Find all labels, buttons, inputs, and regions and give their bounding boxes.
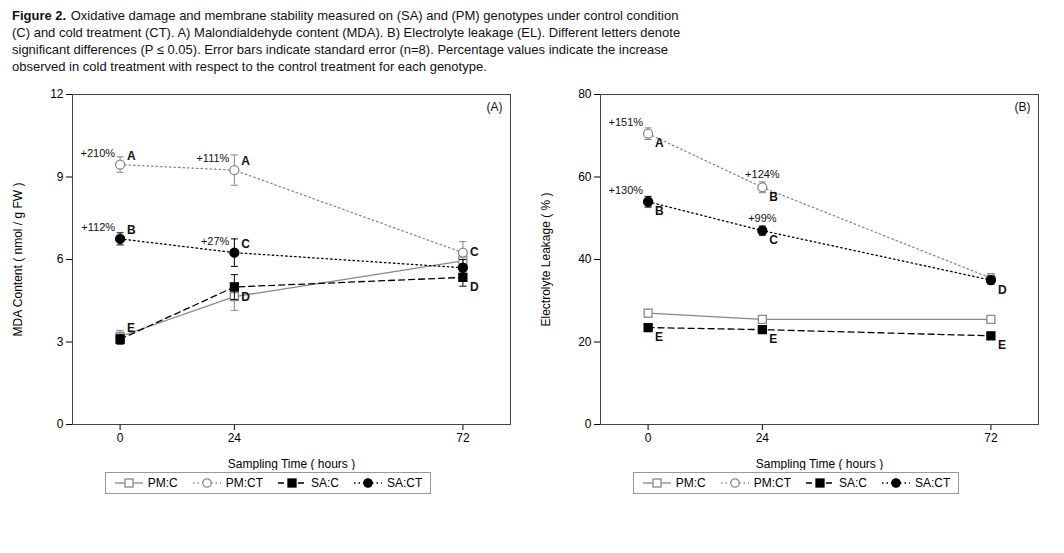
svg-text:MDA Content ( nmol / g FW ): MDA Content ( nmol / g FW ) (11, 182, 25, 336)
html-text:SA:CT: SA:CT (387, 475, 423, 490)
svg-text:A: A (241, 154, 250, 168)
svg-text:80: 80 (578, 87, 592, 101)
svg-text:9: 9 (57, 169, 64, 183)
svg-text:+27%: +27% (201, 234, 230, 246)
svg-text:60: 60 (578, 169, 592, 183)
html-text:PM:C: PM:C (147, 475, 178, 490)
svg-text:20: 20 (578, 334, 592, 348)
svg-text:40: 40 (578, 252, 592, 266)
svg-text:B: B (127, 222, 136, 236)
svg-text:24: 24 (228, 431, 242, 445)
svg-text:+124%: +124% (745, 168, 780, 180)
svg-text:(A): (A) (487, 100, 503, 114)
html-text:SA:CT: SA:CT (915, 475, 951, 490)
svg-text:+111%: +111% (196, 152, 229, 164)
svg-text:0: 0 (117, 431, 124, 445)
svg-text:72: 72 (984, 431, 998, 445)
svg-text:B: B (655, 204, 664, 218)
svg-text:A: A (655, 136, 664, 150)
svg-text:B: B (769, 189, 778, 203)
svg-text:D: D (998, 282, 1007, 296)
html-text:PM:C: PM:C (675, 475, 706, 490)
svg-text:12: 12 (50, 87, 64, 101)
svg-text:72: 72 (456, 431, 470, 445)
svg-text:Sampling Time ( hours ): Sampling Time ( hours ) (756, 456, 883, 470)
svg-text:D: D (241, 289, 250, 303)
html-text:SA:C: SA:C (839, 475, 867, 490)
svg-text:A: A (127, 148, 136, 162)
svg-text:C: C (241, 236, 250, 250)
svg-text:C: C (470, 244, 479, 258)
svg-text:+210%: +210% (81, 146, 116, 158)
svg-text:+99%: +99% (748, 211, 777, 223)
svg-text:E: E (998, 338, 1006, 352)
svg-text:0: 0 (585, 417, 592, 431)
svg-text:Electrolyte Leakage ( % ): Electrolyte Leakage ( % ) (539, 192, 553, 326)
svg-text:C: C (769, 233, 778, 247)
svg-text:Sampling Time ( hours ): Sampling Time ( hours ) (228, 456, 355, 470)
svg-text:E: E (769, 332, 777, 346)
svg-text:+151%: +151% (609, 115, 644, 127)
html-text:PM:CT: PM:CT (225, 475, 263, 490)
html-text:Figure 2. Oxidative damage and: Figure 2. Oxidative damage and membrane … (12, 8, 681, 74)
svg-text:+112%: +112% (81, 220, 115, 232)
svg-text:D: D (470, 279, 479, 293)
svg-text:E: E (127, 320, 135, 334)
svg-text:6: 6 (57, 252, 64, 266)
svg-text:+130%: +130% (609, 183, 644, 195)
html-text:PM:CT: PM:CT (753, 475, 791, 490)
svg-text:E: E (655, 330, 663, 344)
html-text:SA:C: SA:C (311, 475, 339, 490)
svg-text:24: 24 (756, 431, 770, 445)
svg-text:(B): (B) (1015, 100, 1031, 114)
svg-text:0: 0 (645, 431, 652, 445)
svg-text:0: 0 (57, 417, 64, 431)
svg-text:3: 3 (57, 334, 64, 348)
